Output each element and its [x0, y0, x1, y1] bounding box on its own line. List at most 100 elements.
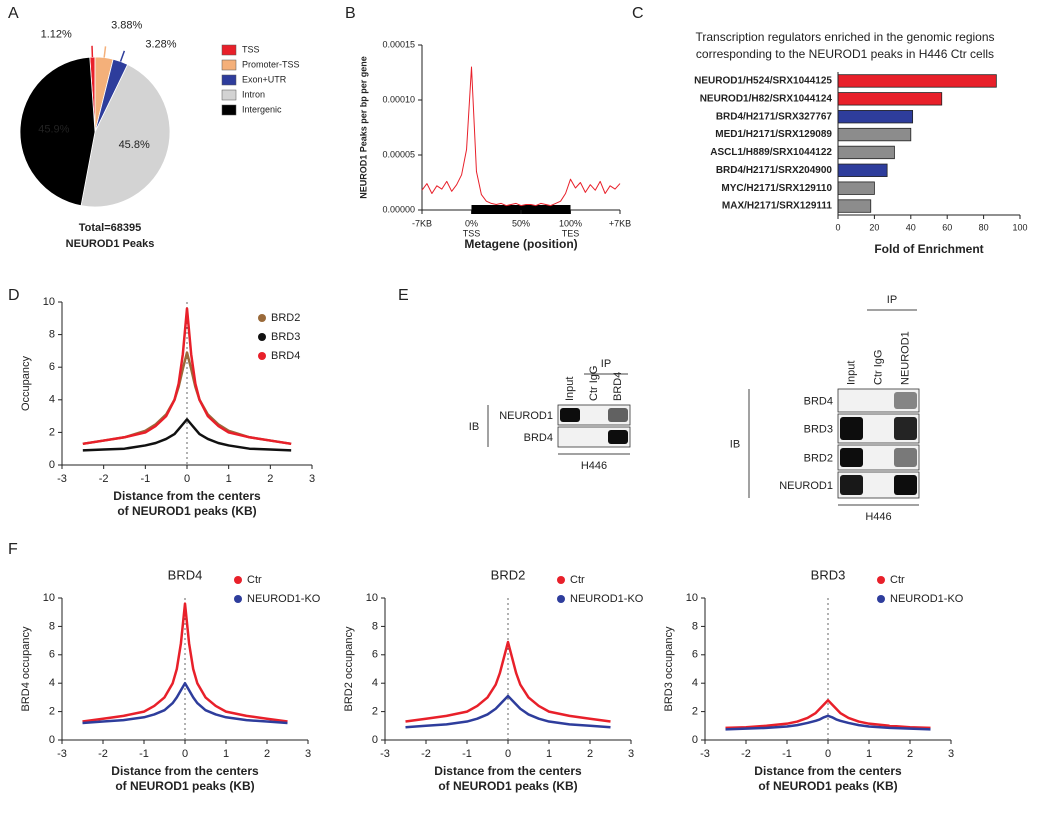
bar: [837, 74, 997, 88]
x-tick-label: -3: [57, 748, 67, 760]
ip-label: IP: [601, 358, 611, 370]
blot-band: [560, 408, 580, 422]
y-tick-label: 8: [692, 620, 698, 632]
y-tick-label: 0: [49, 459, 55, 471]
x-axis-label: of NEUROD1 peaks (KB): [117, 504, 256, 518]
x-tick-label: 3: [948, 748, 954, 760]
slice-label: 3.88%: [111, 20, 142, 32]
y-tick-label: 0: [372, 734, 378, 746]
row-label: NEUROD1: [499, 410, 553, 422]
legend-label: Ctr: [890, 574, 905, 586]
chart-title: Transcription regulators enriched in the…: [695, 30, 994, 44]
x-tick-label: 1: [546, 748, 552, 760]
y-tick-label: 8: [49, 329, 55, 341]
leader-line: [119, 50, 126, 62]
x-tick-label: 3: [628, 748, 634, 760]
x-tick-label: 1: [226, 473, 232, 485]
legend-marker: [258, 352, 266, 360]
series-line: [82, 418, 292, 452]
y-tick-label: 10: [43, 592, 55, 604]
x-tick-label: 40: [906, 222, 916, 232]
legend-swatch: [221, 59, 237, 71]
legend-label: Promoter-TSS: [242, 59, 300, 69]
x-tick-label: 50%: [512, 218, 530, 228]
x-tick-label: 1: [866, 748, 872, 760]
x-tick-label: -2: [421, 748, 431, 760]
legend-label: Intergenic: [242, 104, 282, 114]
panel-letter: E: [398, 287, 409, 304]
y-tick-label: 0.00005: [382, 149, 415, 159]
series-line: [405, 694, 611, 729]
bar: [837, 199, 872, 213]
legend-label: BRD4: [271, 350, 300, 362]
panel-letter: F: [8, 541, 18, 558]
panel-letter: B: [345, 5, 356, 22]
bar: [837, 127, 912, 142]
legend-label: BRD3: [271, 331, 300, 343]
slice-label: 1.12%: [41, 28, 72, 40]
y-tick-label: 8: [372, 620, 378, 632]
series-line: [725, 698, 931, 730]
x-tick-label: 0%: [465, 218, 478, 228]
x-tick-label: 100%: [559, 218, 582, 228]
x-tick-label: 2: [267, 473, 273, 485]
blot-strip: [837, 388, 920, 413]
legend-marker: [234, 576, 242, 584]
x-tick-label: 80: [979, 222, 989, 232]
chart-title: BRD4: [168, 567, 203, 582]
y-tick-label: 6: [49, 361, 55, 373]
x-tick-label: 0: [182, 748, 188, 760]
legend-label: Exon+UTR: [242, 74, 287, 84]
y-tick-label: 0.00015: [382, 39, 415, 49]
x-axis-label: of NEUROD1 peaks (KB): [438, 779, 577, 793]
x-axis-label: of NEUROD1 peaks (KB): [115, 779, 254, 793]
legend-marker: [557, 595, 565, 603]
x-axis-label: Metagene (position): [464, 237, 577, 251]
x-axis-label: of NEUROD1 peaks (KB): [758, 779, 897, 793]
series-line: [82, 602, 288, 723]
panel-letter: A: [8, 5, 19, 22]
x-axis-label: Distance from the centers: [111, 764, 259, 778]
y-tick-label: MED1/H2171/SRX129089: [715, 129, 832, 140]
x-tick-label: 2: [907, 748, 913, 760]
x-tick-label: -3: [700, 748, 710, 760]
x-tick-label: -3: [57, 473, 67, 485]
x-tick-label: 0: [835, 222, 840, 232]
y-tick-label: BRD4/H2171/SRX204900: [716, 165, 833, 176]
x-axis-label: Distance from the centers: [754, 764, 902, 778]
y-tick-label: 0: [692, 734, 698, 746]
slice-label: 3.28%: [145, 38, 176, 50]
x-tick-label: -1: [140, 473, 150, 485]
blot-band: [608, 408, 628, 422]
series-line: [82, 307, 292, 446]
row-label: BRD4: [804, 395, 833, 407]
y-tick-label: 0.00000: [382, 204, 415, 214]
lane-label: Input: [564, 377, 576, 401]
x-tick-label: 60: [942, 222, 952, 232]
blot-band: [840, 448, 863, 467]
panel-letter: C: [632, 5, 644, 22]
y-tick-label: 4: [692, 677, 698, 689]
series-line: [421, 66, 621, 207]
x-tick-label: -1: [462, 748, 472, 760]
blot-band: [840, 475, 863, 495]
leader-line: [103, 46, 107, 58]
legend-label: Ctr: [247, 574, 262, 586]
cell-line-label: H446: [581, 460, 607, 472]
pie-annotation: Total=68395: [79, 222, 141, 234]
y-tick-label: BRD4/H2171/SRX327767: [716, 111, 833, 122]
blot-band: [894, 448, 917, 467]
series-line: [725, 714, 931, 731]
row-label: BRD3: [804, 423, 833, 435]
ib-label: IB: [469, 421, 479, 433]
x-tick-label: 1: [223, 748, 229, 760]
y-tick-label: 2: [372, 706, 378, 718]
legend-marker: [258, 314, 266, 322]
blot-band: [894, 475, 917, 495]
chart-title: corresponding to the NEUROD1 peaks in H4…: [696, 47, 994, 61]
x-axis-label: Fold of Enrichment: [874, 242, 983, 256]
x-tick-label: 0: [825, 748, 831, 760]
legend-swatch: [221, 89, 237, 101]
blot-band: [840, 417, 863, 440]
